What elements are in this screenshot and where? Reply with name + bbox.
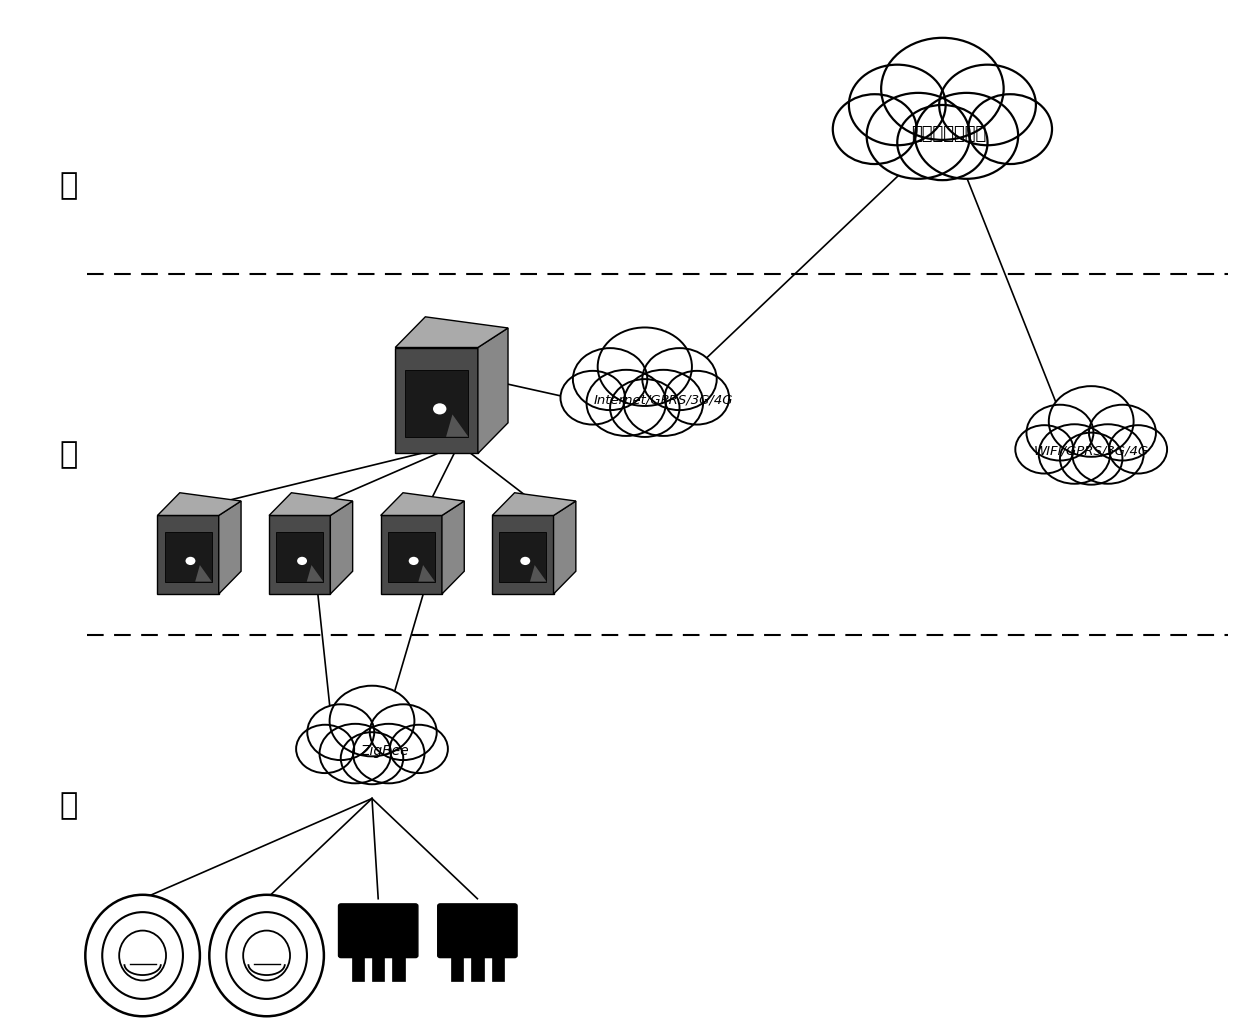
FancyBboxPatch shape <box>438 904 517 958</box>
Polygon shape <box>418 565 435 582</box>
Text: 网: 网 <box>60 440 77 469</box>
Polygon shape <box>492 493 575 515</box>
Polygon shape <box>330 501 352 594</box>
Circle shape <box>186 557 196 565</box>
Circle shape <box>867 93 970 179</box>
Circle shape <box>1016 426 1074 473</box>
Circle shape <box>968 94 1052 164</box>
Circle shape <box>296 725 355 773</box>
Circle shape <box>1039 425 1110 483</box>
Circle shape <box>665 371 729 425</box>
Circle shape <box>573 348 647 410</box>
Polygon shape <box>157 493 241 515</box>
Polygon shape <box>277 532 324 582</box>
Circle shape <box>330 686 414 756</box>
Ellipse shape <box>210 895 324 1016</box>
Text: 端: 端 <box>60 791 77 820</box>
Polygon shape <box>392 954 404 981</box>
Text: ZigBee: ZigBee <box>360 744 409 758</box>
Circle shape <box>1073 425 1143 483</box>
Circle shape <box>587 370 666 436</box>
Circle shape <box>882 38 1003 139</box>
Ellipse shape <box>86 895 200 1016</box>
Polygon shape <box>492 515 553 594</box>
Circle shape <box>409 557 419 565</box>
Circle shape <box>1089 405 1156 461</box>
Circle shape <box>898 105 987 180</box>
Polygon shape <box>396 347 477 453</box>
Text: Internet/GPRS/3G/4G: Internet/GPRS/3G/4G <box>594 394 733 406</box>
Ellipse shape <box>226 912 308 999</box>
Circle shape <box>915 93 1018 179</box>
Circle shape <box>624 370 703 436</box>
Circle shape <box>833 94 916 164</box>
Polygon shape <box>446 414 469 437</box>
Circle shape <box>320 724 391 783</box>
Polygon shape <box>451 954 464 981</box>
Polygon shape <box>372 954 384 981</box>
Circle shape <box>1109 426 1167 473</box>
Circle shape <box>642 348 717 410</box>
Ellipse shape <box>119 931 166 980</box>
Polygon shape <box>553 501 575 594</box>
Circle shape <box>610 379 680 437</box>
Polygon shape <box>269 515 330 594</box>
Text: 停车管理云平台: 停车管理云平台 <box>911 125 986 144</box>
Circle shape <box>939 65 1035 146</box>
Polygon shape <box>529 565 547 582</box>
Polygon shape <box>388 532 435 582</box>
Text: 云: 云 <box>60 171 77 200</box>
Polygon shape <box>491 954 503 981</box>
Polygon shape <box>218 501 241 594</box>
Polygon shape <box>165 532 212 582</box>
Circle shape <box>849 65 946 146</box>
Polygon shape <box>269 493 352 515</box>
Polygon shape <box>381 515 441 594</box>
Circle shape <box>308 705 374 760</box>
Polygon shape <box>352 954 365 981</box>
Circle shape <box>598 327 692 406</box>
Polygon shape <box>500 532 547 582</box>
Circle shape <box>353 724 424 783</box>
Polygon shape <box>306 565 324 582</box>
Circle shape <box>1060 433 1122 484</box>
Circle shape <box>389 725 448 773</box>
Polygon shape <box>157 515 218 594</box>
Circle shape <box>1027 405 1094 461</box>
Ellipse shape <box>243 931 290 980</box>
Polygon shape <box>396 317 508 347</box>
Circle shape <box>298 557 308 565</box>
Circle shape <box>341 732 403 784</box>
Text: WIFI/GPRS/3G/4G: WIFI/GPRS/3G/4G <box>1034 445 1148 458</box>
Polygon shape <box>195 565 212 582</box>
Circle shape <box>433 403 446 414</box>
Circle shape <box>370 705 436 760</box>
Polygon shape <box>477 327 508 453</box>
FancyBboxPatch shape <box>339 904 418 958</box>
Polygon shape <box>441 501 464 594</box>
Ellipse shape <box>102 912 184 999</box>
Circle shape <box>560 371 625 425</box>
Polygon shape <box>381 493 464 515</box>
Polygon shape <box>404 370 469 437</box>
Circle shape <box>1049 386 1133 457</box>
Polygon shape <box>471 954 484 981</box>
Circle shape <box>521 557 531 565</box>
